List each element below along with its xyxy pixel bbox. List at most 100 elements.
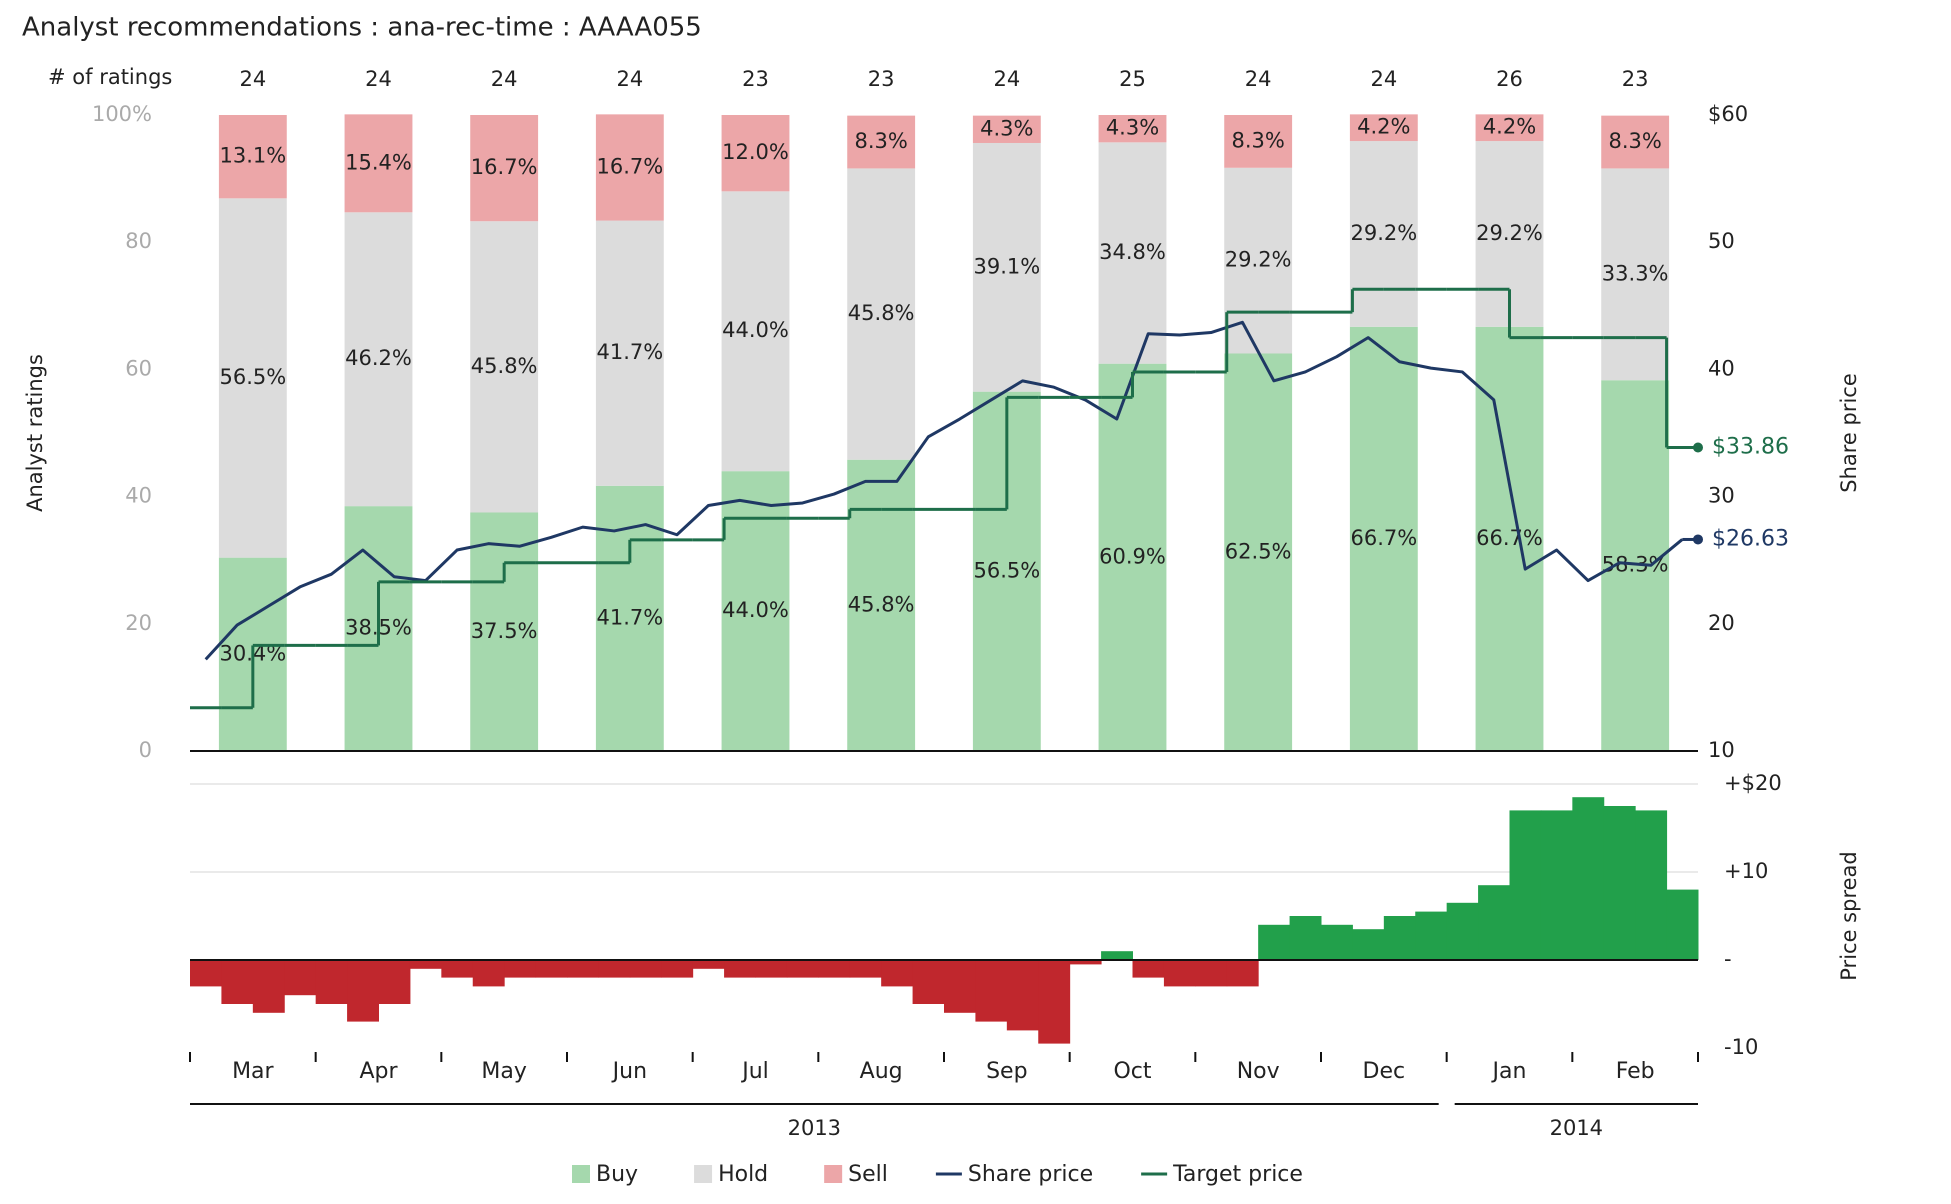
bar-segment <box>344 114 413 213</box>
spread-bar <box>472 960 505 987</box>
spread-bar <box>1163 960 1196 987</box>
bar-segment <box>595 114 664 221</box>
spread-axis-label: Price spread <box>1837 851 1861 980</box>
spread-bar <box>1383 916 1416 960</box>
year-label: 2013 <box>788 1116 841 1140</box>
spread-bar <box>1540 810 1573 960</box>
spread-bar <box>221 960 254 1004</box>
spread-bar <box>347 960 379 1022</box>
bar-value-label: 62.5% <box>1225 539 1292 563</box>
legend-swatch <box>572 1165 590 1183</box>
bar-value-label: 45.8% <box>848 592 915 616</box>
spread-bar <box>849 960 882 978</box>
bar-segment <box>847 115 916 169</box>
bar-value-label: 44.0% <box>722 598 789 622</box>
y-tick-label: 80 <box>125 229 152 253</box>
bar-segment <box>972 115 1041 143</box>
spread-bar <box>252 960 285 1013</box>
bar-segment <box>595 220 664 486</box>
x-tick-label: Jun <box>611 1059 647 1084</box>
bar-value-label: 13.1% <box>219 144 286 168</box>
bar-segment <box>1224 115 1293 168</box>
spread-tick-label: -10 <box>1724 1035 1758 1059</box>
spread-bar <box>535 960 568 978</box>
spread-bar <box>1038 960 1071 1044</box>
spread-bar <box>1478 885 1510 960</box>
spread-bar <box>441 960 474 978</box>
chart-title: Analyst recommendations : ana-rec-time :… <box>22 13 702 43</box>
spread-bar <box>818 960 851 978</box>
legend-swatch <box>824 1165 843 1183</box>
spread-bar <box>1258 924 1291 960</box>
y2-tick-label: 20 <box>1708 611 1735 635</box>
y2-tick-label: 10 <box>1708 738 1735 762</box>
bar-value-label: 29.2% <box>1225 248 1292 272</box>
spread-bar <box>378 960 411 1004</box>
ratings-count: 26 <box>1496 67 1523 91</box>
bar-value-label: 12.0% <box>722 140 789 164</box>
bar-segment <box>972 142 1041 392</box>
x-tick-label: May <box>481 1059 526 1084</box>
year-label: 2014 <box>1550 1116 1603 1140</box>
y-tick-label: 40 <box>125 484 152 508</box>
bar-value-label: 15.4% <box>345 150 412 174</box>
spread-bar <box>692 960 725 969</box>
bar-segment <box>470 115 539 222</box>
spread-bar <box>1446 902 1479 960</box>
bar-segment <box>470 221 539 513</box>
legend-label: Share price <box>968 1162 1093 1187</box>
end-marker <box>1693 442 1703 453</box>
bar-segment <box>847 168 916 460</box>
bar-value-label: 41.7% <box>596 340 663 364</box>
bar-value-label: 41.7% <box>596 605 663 629</box>
spread-bar <box>661 960 694 978</box>
bar-value-label: 8.3% <box>854 129 907 153</box>
bar-value-label: 4.2% <box>1483 115 1536 139</box>
spread-bar <box>1635 810 1668 960</box>
x-tick-label: Oct <box>1113 1059 1151 1084</box>
ratings-count: 24 <box>1245 67 1272 91</box>
ratings-count: 23 <box>1622 67 1649 91</box>
spread-bar <box>1226 960 1259 987</box>
spread-bar <box>1101 951 1133 960</box>
bar-value-label: 45.8% <box>848 301 915 325</box>
bar-value-label: 4.2% <box>1357 115 1410 139</box>
spread-bar <box>284 960 317 996</box>
bar-segment <box>344 212 413 507</box>
spread-bar <box>567 960 599 978</box>
y-tick-label: 100% <box>92 102 152 126</box>
bar-value-label: 8.3% <box>1231 128 1284 152</box>
spread-bar <box>912 960 945 1004</box>
x-tick-label: Aug <box>860 1059 903 1084</box>
spread-bar <box>1352 929 1385 960</box>
ratings-count: 24 <box>1370 67 1397 91</box>
spread-bar <box>315 960 348 1004</box>
spread-bar <box>1572 797 1605 960</box>
spread-bar <box>190 960 222 987</box>
bar-segment <box>1098 142 1167 364</box>
bar-value-label: 16.7% <box>596 154 663 178</box>
x-tick-label: Nov <box>1237 1059 1280 1084</box>
bar-segment <box>1098 363 1167 751</box>
y-tick-label: 0 <box>139 738 152 762</box>
ratings-label: # of ratings <box>48 65 172 89</box>
x-tick-label: Sep <box>986 1059 1027 1084</box>
bar-value-label: 66.7% <box>1476 526 1543 550</box>
spread-bar <box>409 960 442 969</box>
bar-value-label: 29.2% <box>1476 221 1543 245</box>
bar-value-label: 37.5% <box>471 619 538 643</box>
bar-value-label: 60.9% <box>1099 544 1166 568</box>
bar-segment <box>218 115 287 199</box>
end-label: $26.63 <box>1712 526 1789 551</box>
spread-bar <box>1069 960 1102 965</box>
y-axis-label: Analyst ratings <box>23 354 47 512</box>
spread-bar <box>1195 960 1228 987</box>
ratings-count: 24 <box>616 67 643 91</box>
spread-bar <box>1509 810 1542 960</box>
spread-bar <box>975 960 1008 1022</box>
spread-tick-label: +10 <box>1724 859 1768 883</box>
bar-segment <box>1349 326 1418 751</box>
spread-bar <box>629 960 662 978</box>
spread-bar <box>881 960 914 987</box>
bar-value-label: 56.5% <box>219 365 286 389</box>
